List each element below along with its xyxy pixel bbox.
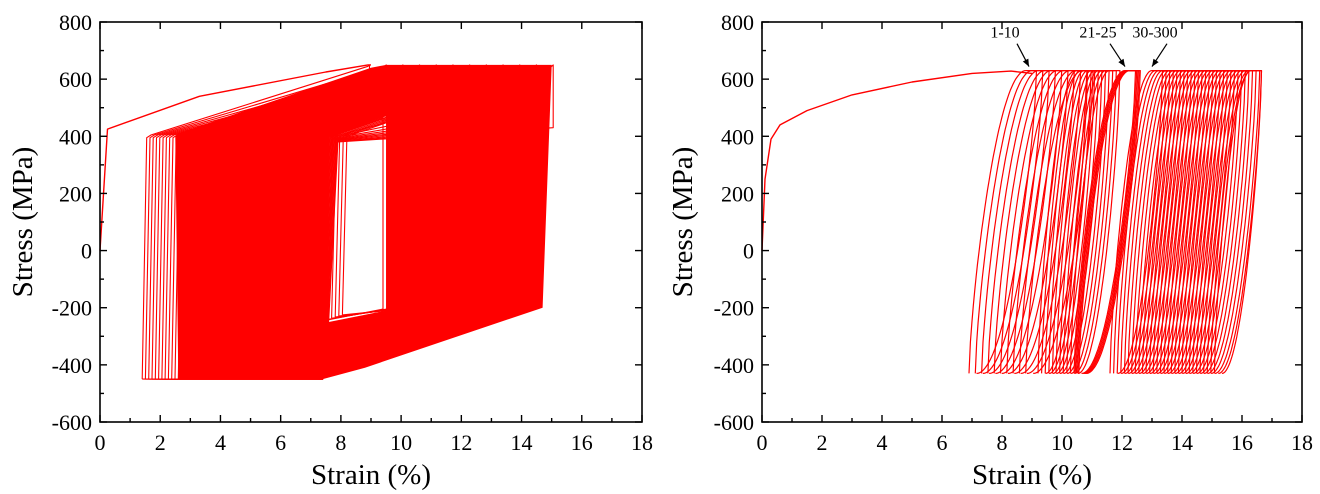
right-annotation-label: 1-10 [990, 25, 1019, 42]
left-x-tick-label: 2 [155, 430, 166, 455]
left-x-tick-label: 18 [631, 430, 653, 455]
left-x-tick-label: 16 [571, 430, 593, 455]
left-x-tick-label: 0 [95, 430, 106, 455]
left-y-tick-label: 400 [59, 124, 92, 149]
right-x-tick-label: 6 [937, 430, 948, 455]
left-y-tick-label: -200 [52, 296, 92, 321]
right-x-tick-label: 0 [757, 430, 768, 455]
right-loop-21-25 [1078, 69, 1141, 374]
right-y-tick-label: 200 [721, 181, 754, 206]
left-y-tick-label: -400 [52, 353, 92, 378]
right-annotation-label: 21-25 [1079, 25, 1116, 42]
right-loop-30-300 [1213, 69, 1263, 374]
right-curves [761, 69, 1263, 374]
left-x-tick-label: 14 [511, 430, 533, 455]
right-y-tick-label: -200 [714, 296, 754, 321]
left-x-tick-label: 12 [450, 430, 472, 455]
left-x-tick-label: 10 [390, 430, 412, 455]
left-y-tick-label: 800 [59, 10, 92, 35]
left-first-loading-curve [99, 64, 371, 251]
right-x-tick-label: 18 [1291, 430, 1313, 455]
right-x-tick-label: 16 [1231, 430, 1253, 455]
left-x-tick-label: 8 [335, 430, 346, 455]
right-y-axis-title: Stress (MPa) [667, 147, 699, 298]
chart-right: 0 2 4 6 8 10 12 14 16 18 800 600 400 200 0 -200 -400 -600… [667, 10, 1313, 491]
right-y-tick-label: -400 [714, 353, 754, 378]
left-y-tick-label: -600 [52, 410, 92, 435]
right-annotation-arrowhead [1152, 58, 1159, 67]
right-y-tick-label: 0 [743, 239, 754, 264]
left-axis-ticks: 0 2 4 6 8 10 12 14 16 18 800 600 400 200 0 -200 -400 -600 [52, 10, 653, 455]
right-x-tick-label: 10 [1051, 430, 1073, 455]
right-x-tick-label: 12 [1111, 430, 1133, 455]
left-window-cycle-line [334, 117, 395, 318]
right-axis-ticks: 0 2 4 6 8 10 12 14 16 18 800 600 400 200 0 -200 -400 -600 [714, 10, 1313, 455]
left-window-cycle-line [341, 117, 402, 316]
right-annotation-arrowhead [1022, 58, 1029, 67]
right-x-tick-label: 2 [817, 430, 828, 455]
left-window-cycle-line [331, 117, 391, 319]
left-cycle-line [177, 64, 554, 380]
left-x-axis-title: Strain (%) [311, 459, 431, 491]
right-annotation-label: 30-300 [1132, 25, 1177, 42]
right-x-tick-label: 4 [877, 430, 888, 455]
chart-left: 0 2 4 6 8 10 12 14 16 18 800 600 400 200 0 -200 -400 -600… [7, 10, 653, 491]
right-annotation-arrowhead [1118, 58, 1125, 67]
right-y-tick-label: -600 [714, 410, 754, 435]
right-y-tick-label: 800 [721, 10, 754, 35]
right-first-loading-curve [761, 70, 1033, 251]
left-y-axis-title: Stress (MPa) [7, 147, 39, 298]
right-x-tick-label: 14 [1171, 430, 1193, 455]
right-y-tick-label: 400 [721, 124, 754, 149]
left-x-tick-label: 4 [215, 430, 226, 455]
left-y-tick-label: 200 [59, 181, 92, 206]
left-y-tick-label: 600 [59, 67, 92, 92]
left-y-tick-label: 0 [81, 239, 92, 264]
right-loop-11-20 [1069, 69, 1121, 374]
left-loop-region [175, 64, 552, 380]
right-x-axis-title: Strain (%) [972, 459, 1092, 491]
left-x-tick-label: 6 [275, 430, 286, 455]
right-annotations: 1-10 21-25 30-300 [990, 25, 1178, 67]
right-x-tick-label: 8 [997, 430, 1008, 455]
right-y-tick-label: 600 [721, 67, 754, 92]
left-curves [99, 64, 554, 380]
